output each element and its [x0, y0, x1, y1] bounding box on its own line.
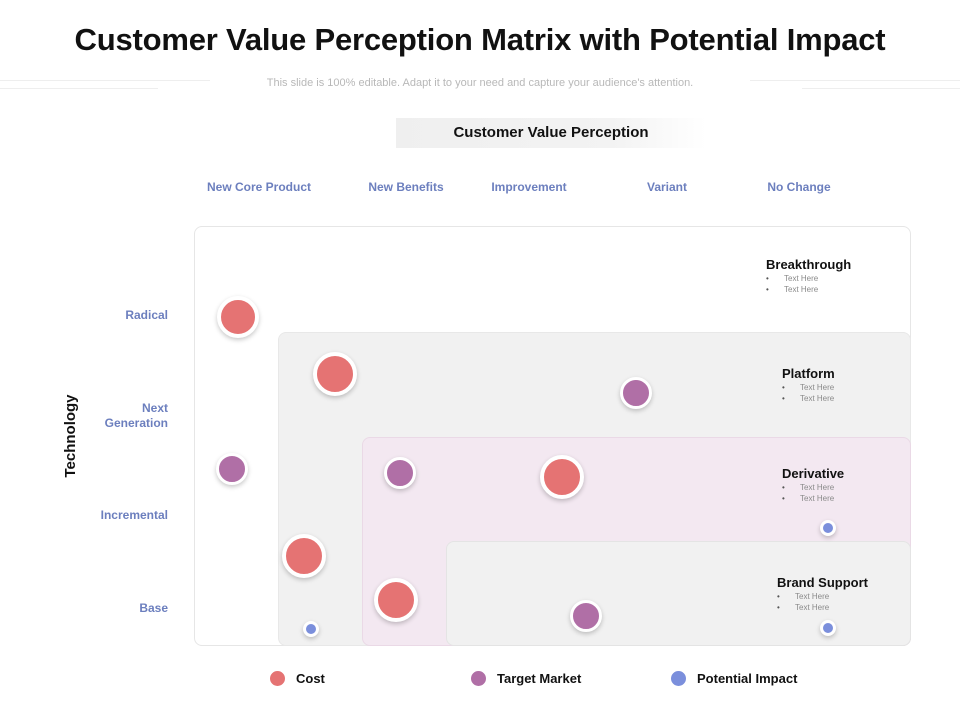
bubble-potential-impact — [820, 620, 836, 636]
divider-left — [0, 80, 210, 81]
bullet-text: Text Here — [784, 274, 819, 283]
bullet-text: Text Here — [800, 394, 835, 403]
y-axis-title: Technology — [62, 394, 79, 478]
bullet-item: • Text Here — [782, 494, 835, 503]
bullet-text: Text Here — [800, 483, 835, 492]
region-title-breakthrough: Breakthrough — [766, 257, 852, 272]
bullet-text: Text Here — [795, 592, 830, 601]
column-label-improvement: Improvement — [491, 180, 567, 194]
bullet-text: Text Here — [800, 383, 835, 392]
bullets-platform: • Text Here • Text Here — [782, 382, 834, 404]
bullet-item: • Text Here — [766, 274, 819, 283]
slide-subtitle: This slide is 100% editable. Adapt it to… — [266, 77, 694, 89]
legend-label-target-market: Target Market — [497, 671, 582, 686]
bullet-item: • Text Here — [782, 483, 835, 492]
legend-dot-potential-impact — [671, 671, 686, 686]
bullets-derivative: • Text Here • Text Here — [782, 482, 834, 504]
matrix-header-box — [396, 118, 706, 148]
bubble-cost — [313, 352, 357, 396]
divider-left-lower — [0, 88, 158, 89]
matrix-header: Customer Value Perception — [453, 124, 649, 141]
bullet-text: Text Here — [784, 285, 819, 294]
bubble-cost — [374, 578, 418, 622]
divider-right — [750, 80, 960, 81]
row-label-next-generation: Next Generation — [104, 401, 168, 430]
bubble-target-market — [216, 453, 248, 485]
bubble-potential-impact — [303, 621, 319, 637]
region-title-platform: Platform — [782, 366, 835, 381]
region-title-brand-support: Brand Support — [777, 575, 868, 590]
row-label-base: Base — [139, 601, 168, 615]
bullet-text: Text Here — [795, 603, 830, 612]
bullet-item: • Text Here — [777, 603, 830, 612]
bubble-cost — [540, 455, 584, 499]
column-label-variant: Variant — [646, 180, 688, 194]
bullets-brand-support: • Text Here • Text Here — [777, 591, 829, 613]
row-label-radical: Radical — [125, 308, 168, 322]
bullet-item: • Text Here — [782, 394, 835, 403]
bullets-breakthrough: • Text Here • Text Here — [766, 273, 818, 295]
bubble-target-market — [620, 377, 652, 409]
slide-title: Customer Value Perception Matrix with Po… — [74, 22, 886, 57]
bubble-target-market — [570, 600, 602, 632]
bullet-item: • Text Here — [766, 285, 819, 294]
legend-label-cost: Cost — [296, 671, 325, 686]
legend-dot-target-market — [471, 671, 486, 686]
bubble-potential-impact — [820, 520, 836, 536]
bullet-item: • Text Here — [782, 383, 835, 392]
region-brand-support — [446, 541, 911, 646]
region-title-derivative: Derivative — [782, 466, 845, 481]
column-label-new-core-product: New Core Product — [206, 180, 311, 194]
bubble-target-market — [384, 457, 416, 489]
legend-label-potential-impact: Potential Impact — [697, 671, 798, 686]
column-label-no-change: No Change — [767, 180, 831, 194]
bubble-cost — [282, 534, 326, 578]
bubble-cost — [217, 296, 259, 338]
bullet-text: Text Here — [800, 494, 835, 503]
row-label-incremental: Incremental — [100, 508, 168, 522]
bullet-item: • Text Here — [777, 592, 830, 601]
column-label-new-benefits: New Benefits — [368, 180, 444, 194]
divider-right-lower — [802, 88, 960, 89]
legend-dot-cost — [270, 671, 285, 686]
